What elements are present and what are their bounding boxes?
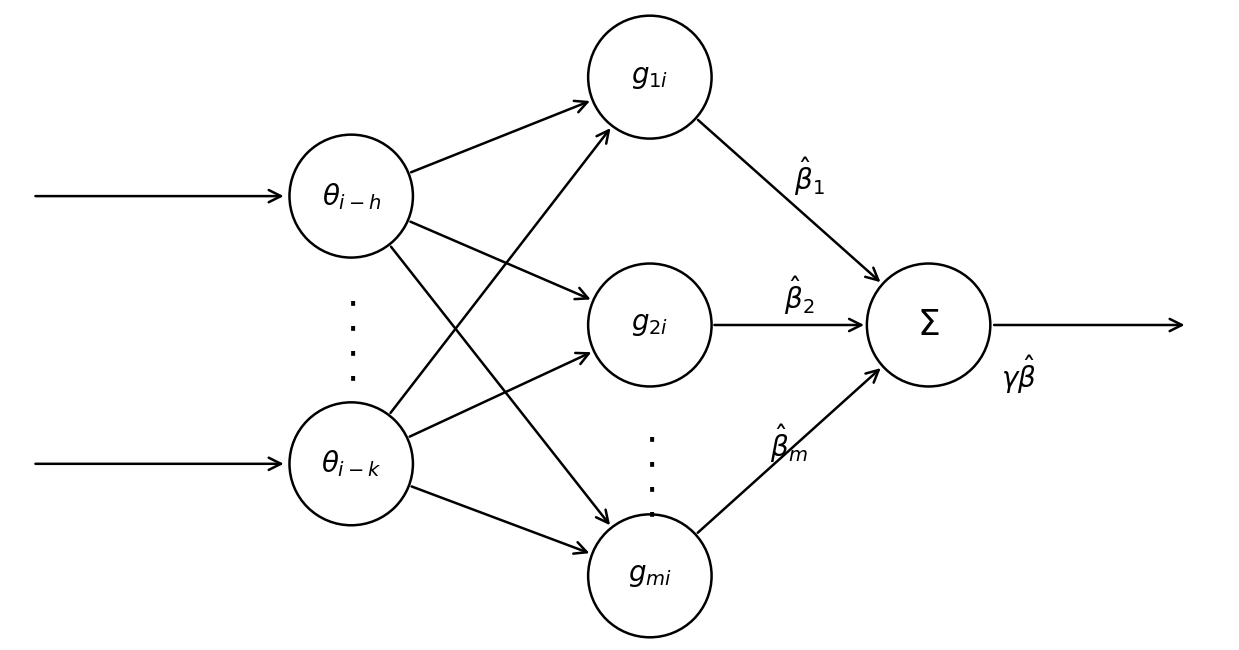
- Text: $\cdot$: $\cdot$: [346, 287, 357, 324]
- Text: $\gamma\hat{\beta}$: $\gamma\hat{\beta}$: [1001, 353, 1036, 396]
- Text: $\hat{\beta}_2$: $\hat{\beta}_2$: [784, 274, 814, 317]
- Text: $\cdot$: $\cdot$: [644, 422, 655, 460]
- Text: $\Sigma$: $\Sigma$: [917, 308, 940, 342]
- Circle shape: [867, 263, 990, 387]
- Circle shape: [589, 263, 711, 387]
- Text: $\cdot$: $\cdot$: [644, 497, 655, 534]
- Text: $\cdot$: $\cdot$: [346, 311, 357, 348]
- Text: $\cdot$: $\cdot$: [346, 336, 357, 373]
- Circle shape: [290, 402, 413, 525]
- Text: $\hat{\beta}_m$: $\hat{\beta}_m$: [771, 422, 808, 465]
- Text: $\cdot$: $\cdot$: [644, 447, 655, 484]
- Circle shape: [589, 514, 711, 637]
- Text: $\theta_{i-h}$: $\theta_{i-h}$: [322, 181, 380, 211]
- Text: $\theta_{i-k}$: $\theta_{i-k}$: [321, 448, 382, 479]
- Circle shape: [290, 135, 413, 257]
- Text: $\cdot$: $\cdot$: [644, 472, 655, 509]
- Text: $g_{1i}$: $g_{1i}$: [631, 64, 669, 90]
- Text: $g_{mi}$: $g_{mi}$: [628, 562, 672, 590]
- Text: $\hat{\beta}_1$: $\hat{\beta}_1$: [794, 155, 824, 198]
- Text: $\cdot$: $\cdot$: [346, 361, 357, 398]
- Text: $g_{2i}$: $g_{2i}$: [631, 311, 669, 339]
- Circle shape: [589, 16, 711, 138]
